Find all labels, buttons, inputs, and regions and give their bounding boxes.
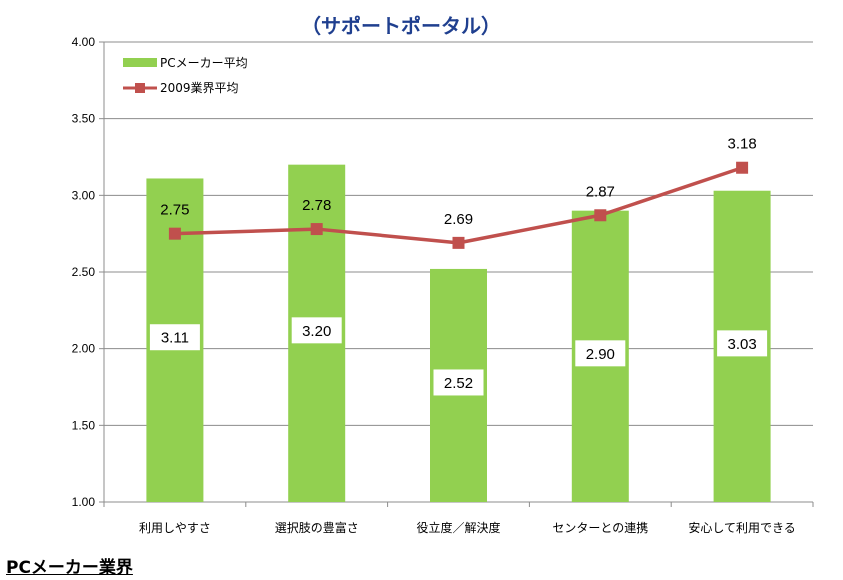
legend-line-label: 2009業界平均	[160, 81, 239, 95]
y-tick-label: 2.00	[72, 342, 96, 356]
bar-label-box	[291, 317, 342, 344]
bar-label-box	[149, 324, 200, 351]
x-tick-label: 役立度／解決度	[416, 520, 500, 535]
bar-label-box	[433, 369, 484, 396]
y-tick-label: 3.00	[72, 188, 96, 202]
line-marker	[736, 161, 749, 174]
legend-line-marker	[135, 83, 145, 93]
y-tick-label: 4.00	[72, 35, 96, 49]
y-tick-label: 1.00	[72, 495, 96, 509]
line-value-label: 3.18	[727, 136, 756, 153]
legend: PCメーカー平均 2009業界平均	[123, 56, 248, 95]
x-tick-label: センターとの連携	[552, 520, 648, 535]
x-tick-label: 選択肢の豊富さ	[275, 520, 359, 535]
line-marker	[310, 223, 323, 236]
line-series	[168, 161, 749, 249]
line-marker	[452, 236, 465, 249]
chart: （サポートポータル） 1.00 1.50 2.00 2.50 3.00 3.50 4.00 利…	[72, 14, 814, 535]
bar-label-box	[717, 330, 768, 357]
legend-bar-label: PCメーカー平均	[160, 56, 248, 70]
x-tick-label: 利用しやすさ	[139, 521, 211, 535]
line-series-path	[174, 166, 743, 245]
y-tick-label: 1.50	[72, 418, 96, 432]
bar-label-box	[575, 340, 626, 367]
line-marker	[594, 209, 607, 222]
line-value-label: 2.78	[302, 197, 331, 214]
bar-value-label: 2.90	[586, 346, 615, 363]
line-value-label: 2.87	[586, 183, 615, 200]
line-value-label: 2.75	[160, 202, 189, 219]
data-labels: 3.11 3.20 2.52 2.90 3.03 2.75 2.78 2.69 2.87 3.18	[149, 136, 768, 396]
x-tick-label: 安心して利用できる	[688, 520, 795, 535]
y-tick-label: 2.50	[72, 265, 96, 279]
line-value-label: 2.69	[444, 211, 473, 228]
legend-bar-swatch	[123, 58, 157, 67]
bar-value-label: 3.03	[727, 336, 756, 353]
bar-value-label: 2.52	[444, 375, 473, 392]
bar-value-label: 3.11	[161, 330, 189, 347]
bar-value-label: 3.20	[302, 323, 331, 340]
line-marker	[168, 227, 181, 240]
section-heading: PCメーカー業界	[6, 558, 133, 578]
chart-title: （サポートポータル）	[301, 14, 501, 38]
y-tick-label: 3.50	[72, 112, 96, 126]
